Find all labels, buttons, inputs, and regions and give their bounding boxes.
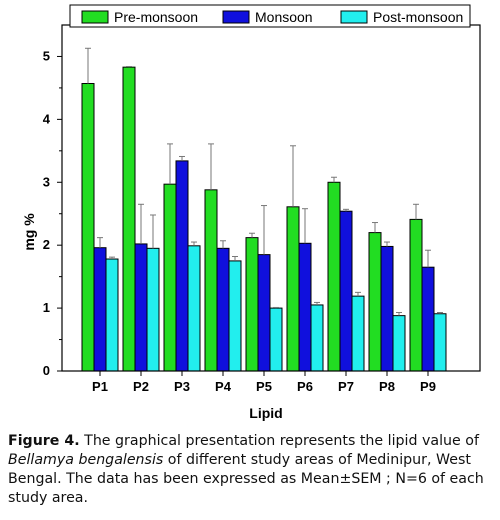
bar-p5-3: [269, 307, 283, 372]
legend-swatch-2: [222, 10, 250, 24]
legend-label-2: Monsoon: [255, 9, 313, 25]
caption-text-before: The graphical presentation represents th…: [79, 433, 479, 449]
caption-text-after: of different study areas of Medinipur, W…: [8, 452, 484, 506]
legend: Pre-monsoon Monsoon Post-monsoon: [69, 4, 471, 28]
bar-p9-1: [409, 218, 423, 372]
bar-p8-3: [392, 315, 406, 372]
x-tick-label-p4: P4: [215, 379, 232, 394]
bar-p2-1: [122, 66, 136, 372]
axes-layer: 0 1 2 3 4 5 P1 P2 P3 P4 P5 P6 P7 P8 P9: [43, 24, 481, 394]
bar-p2-3: [146, 247, 160, 372]
bar-p3-2: [175, 160, 189, 372]
y-axis-title: mg %: [21, 213, 37, 251]
x-tick-label-p9: P9: [420, 379, 436, 394]
y-tick-label-2: 2: [43, 237, 50, 252]
y-tick-label-0: 0: [43, 363, 50, 378]
bar-p6-2: [298, 242, 312, 372]
bar-p6-1: [286, 206, 300, 372]
y-tick-label-4: 4: [43, 111, 51, 126]
bar-p7-2: [339, 210, 353, 372]
bar-p8-1: [368, 232, 382, 372]
bar-p4-1: [204, 189, 218, 372]
x-tick-label-p5: P5: [256, 379, 272, 394]
x-tick-label-p2: P2: [133, 379, 149, 394]
y-tick-label-5: 5: [43, 48, 50, 63]
bar-p9-3: [433, 313, 447, 372]
bar-p6-3: [310, 304, 324, 372]
bar-p8-2: [380, 245, 394, 372]
bar-p4-3: [228, 260, 242, 372]
y-tick-label-1: 1: [43, 300, 50, 315]
legend-swatch-3: [340, 10, 368, 24]
lipid-bar-chart: 0 1 2 3 4 5 P1 P2 P3 P4 P5 P6 P7 P8 P9 mg % Lipid Pre-…: [21, 4, 481, 421]
y-tick-label-3: 3: [43, 174, 50, 189]
bar-p9-2: [421, 266, 435, 372]
bar-p3-3: [187, 245, 201, 372]
legend-box: [69, 4, 471, 28]
x-tick-label-p7: P7: [338, 379, 354, 394]
bar-p7-1: [327, 181, 341, 372]
legend-swatch-1: [81, 10, 109, 24]
caption-species: Bellamya bengalensis: [8, 452, 164, 468]
caption-label: Figure 4.: [8, 433, 80, 449]
x-tick-label-p6: P6: [297, 379, 313, 394]
legend-label-1: Pre-monsoon: [114, 9, 198, 25]
bar-p3-1: [163, 183, 177, 372]
x-tick-label-p3: P3: [174, 379, 190, 394]
bar-p5-2: [257, 254, 271, 372]
bar-p7-3: [351, 295, 365, 372]
bars-layer: [81, 47, 447, 372]
figure-caption: Figure 4. The graphical presentation rep…: [8, 432, 492, 508]
x-tick-label-p8: P8: [379, 379, 395, 394]
bar-p1-1: [81, 83, 95, 372]
bar-p5-1: [245, 237, 259, 372]
bar-p1-2: [93, 247, 107, 372]
bar-p1-3: [105, 258, 119, 372]
x-axis-title: Lipid: [249, 405, 282, 421]
x-tick-label-p1: P1: [92, 379, 108, 394]
legend-label-3: Post-monsoon: [373, 9, 463, 25]
bar-p2-2: [134, 243, 148, 372]
bar-p4-2: [216, 247, 230, 372]
